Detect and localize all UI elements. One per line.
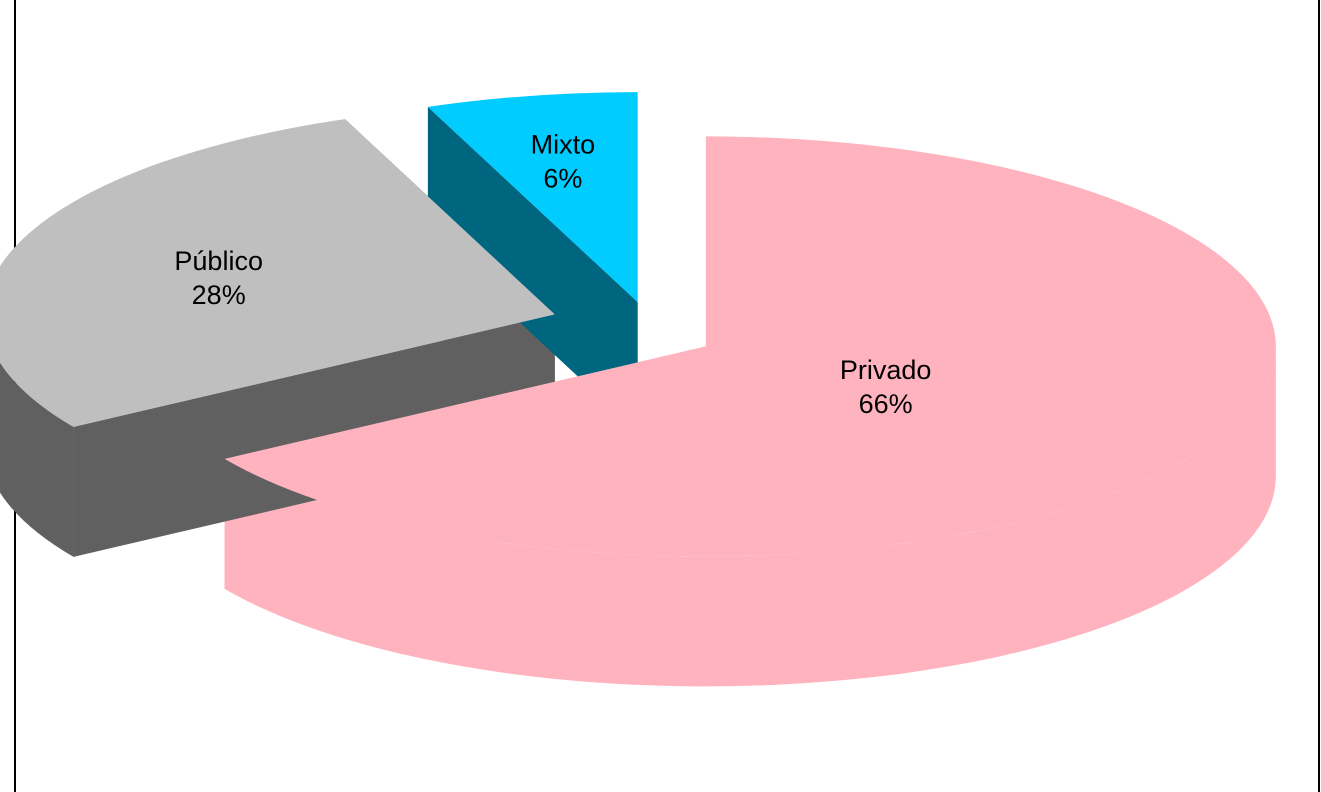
slice-publico [0, 119, 555, 427]
slice-wall-publico-0 [73, 314, 555, 557]
label-privado-percent: 66% [859, 389, 913, 419]
right-border-line [1318, 0, 1320, 792]
slice-wall-mixto-0 [427, 106, 638, 433]
label-mixto-percent: 6% [543, 164, 582, 194]
label-privado-name: Privado [840, 355, 932, 385]
label-publico-percent: 28% [192, 280, 246, 310]
label-mixto-name: Mixto [531, 130, 596, 160]
slice-labels: Privado 66% Público 28% Mixto 6% [174, 130, 931, 419]
slice-privado [224, 136, 1276, 557]
slice-rim-privado [224, 346, 1276, 687]
label-publico-name: Público [174, 246, 263, 276]
slice-rim-publico [0, 362, 74, 557]
slice-tops [0, 92, 1276, 557]
slice-mixto [427, 92, 638, 303]
